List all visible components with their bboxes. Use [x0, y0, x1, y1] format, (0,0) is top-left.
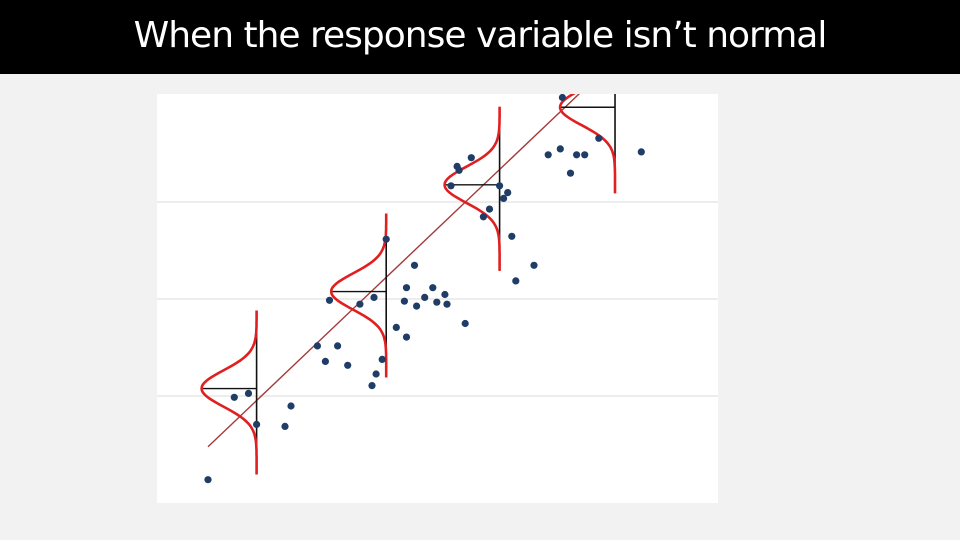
scatter-point	[402, 333, 411, 341]
scatter-point	[595, 134, 603, 142]
scatter-point	[433, 298, 441, 306]
scatter-point	[253, 420, 261, 428]
scatter-point	[637, 148, 645, 156]
regression-line	[207, 94, 580, 448]
regression-figure	[157, 94, 718, 503]
scatter-point	[372, 370, 380, 378]
slide-title: When the response variable isn’t normal	[133, 15, 828, 56]
scatter-point	[500, 194, 508, 202]
scatter-point	[230, 393, 238, 401]
normal-curve-group	[329, 213, 388, 378]
scatter-point	[281, 422, 289, 430]
scatter-point	[356, 300, 364, 308]
scatter-point	[441, 290, 449, 299]
data-points	[204, 94, 645, 484]
scatter-point	[530, 261, 538, 269]
normal-density-curve	[443, 106, 501, 271]
scatter-point	[344, 361, 352, 369]
scatter-point	[447, 182, 455, 190]
scatter-point	[455, 166, 463, 174]
scatter-point	[556, 145, 564, 153]
scatter-point	[370, 293, 378, 301]
normal-density-curve	[329, 213, 388, 378]
scatter-point	[413, 302, 421, 310]
scatter-point	[544, 151, 552, 159]
normal-curve-group	[558, 94, 617, 194]
scatter-plot	[157, 94, 718, 484]
scatter-point	[421, 293, 429, 301]
scatter-point	[334, 342, 342, 350]
scatter-point	[402, 284, 411, 292]
title-bar: When the response variable isn’t normal	[0, 0, 960, 74]
scatter-point	[573, 151, 581, 159]
scatter-point	[496, 182, 504, 190]
scatter-point	[313, 342, 321, 350]
scatter-point	[558, 94, 566, 102]
scatter-point	[410, 261, 419, 269]
scatter-point	[244, 389, 253, 397]
scatter-point	[400, 297, 408, 305]
normal-density-curve	[200, 310, 258, 475]
scatter-point	[378, 355, 386, 363]
scatter-point	[512, 277, 520, 285]
conditional-normal-curves	[200, 94, 617, 475]
normal-density-curve	[558, 94, 617, 194]
scatter-point	[508, 232, 516, 240]
scatter-point	[382, 235, 390, 243]
scatter-point	[485, 205, 494, 213]
scatter-point	[581, 151, 589, 159]
scatter-point	[479, 213, 487, 221]
scatter-point	[566, 169, 575, 177]
scatter-point	[392, 323, 400, 331]
scatter-point	[429, 284, 437, 292]
scatter-point	[443, 300, 451, 308]
scatter-point	[467, 154, 475, 162]
normal-curve-group	[200, 310, 258, 475]
scatter-point	[321, 357, 329, 365]
scatter-point	[504, 189, 512, 197]
scatter-point	[325, 296, 334, 304]
scatter-point	[287, 402, 295, 410]
scatter-point	[368, 382, 376, 390]
scatter-point	[461, 319, 469, 328]
scatter-point	[204, 476, 212, 484]
